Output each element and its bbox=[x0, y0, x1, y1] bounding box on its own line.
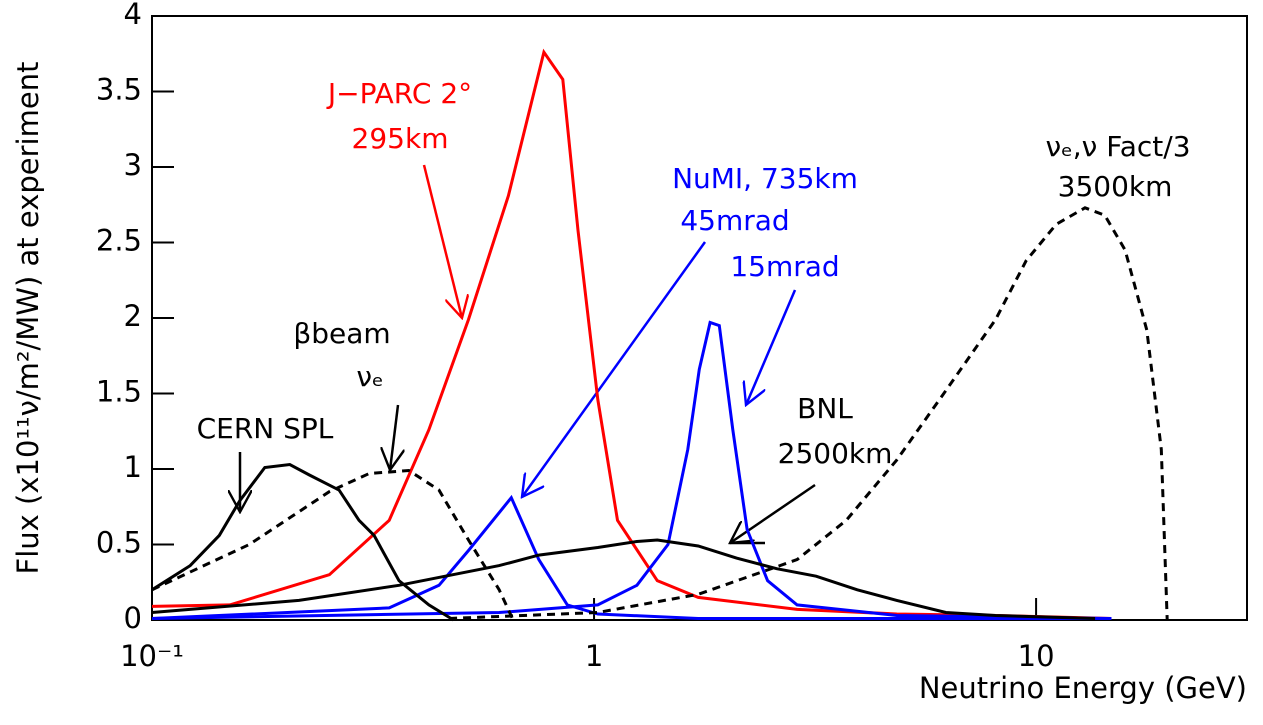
x-axis-label: Neutrino Energy (GeV) bbox=[919, 671, 1247, 705]
series-line bbox=[151, 48, 1112, 620]
arrow bbox=[746, 289, 797, 405]
arrows bbox=[240, 164, 816, 543]
annotation: 45mrad bbox=[680, 204, 789, 237]
y-tick-label: 4 bbox=[124, 0, 142, 31]
annotation: νₑ,ν Fact/3 bbox=[1045, 130, 1190, 163]
annotation: J−PARC 2° bbox=[326, 77, 472, 110]
arrow bbox=[522, 241, 707, 497]
series-line bbox=[151, 462, 455, 622]
series-line bbox=[151, 538, 1096, 620]
x-tick-label: 10 bbox=[1018, 639, 1055, 673]
series-line bbox=[151, 494, 1112, 620]
x-tick-label: 10⁻¹ bbox=[120, 639, 184, 673]
series-line bbox=[449, 206, 1169, 621]
annotation: 15mrad bbox=[730, 250, 839, 283]
y-tick-label: 0 bbox=[124, 601, 142, 635]
arrow bbox=[730, 483, 816, 543]
annotation: CERN SPL bbox=[197, 412, 334, 445]
annotation: 295km bbox=[352, 122, 449, 155]
arrow bbox=[422, 164, 462, 318]
annotation: βbeam bbox=[293, 317, 390, 350]
y-tick-label: 2 bbox=[124, 299, 142, 333]
annotation: NuMI, 735km bbox=[672, 162, 858, 195]
annotation: BNL bbox=[797, 392, 853, 425]
y-tick-label: 0.5 bbox=[96, 526, 142, 560]
annotation: 2500km bbox=[778, 437, 893, 470]
y-tick-label: 1.5 bbox=[96, 375, 142, 409]
annotation: 3500km bbox=[1058, 170, 1173, 203]
x-tick-label: 1 bbox=[585, 639, 603, 673]
series-line bbox=[151, 468, 515, 621]
y-tick-label: 2.5 bbox=[96, 224, 142, 258]
y-tick-label: 3.5 bbox=[96, 73, 142, 107]
arrow bbox=[390, 404, 398, 470]
annotation: νₑ bbox=[356, 360, 383, 393]
y-tick-label: 1 bbox=[124, 450, 142, 484]
y-tick-label: 3 bbox=[124, 148, 142, 182]
y-axis-label: Flux (x10¹¹ν/m²/MW) at experiment bbox=[11, 62, 45, 575]
series-line bbox=[151, 320, 1112, 620]
